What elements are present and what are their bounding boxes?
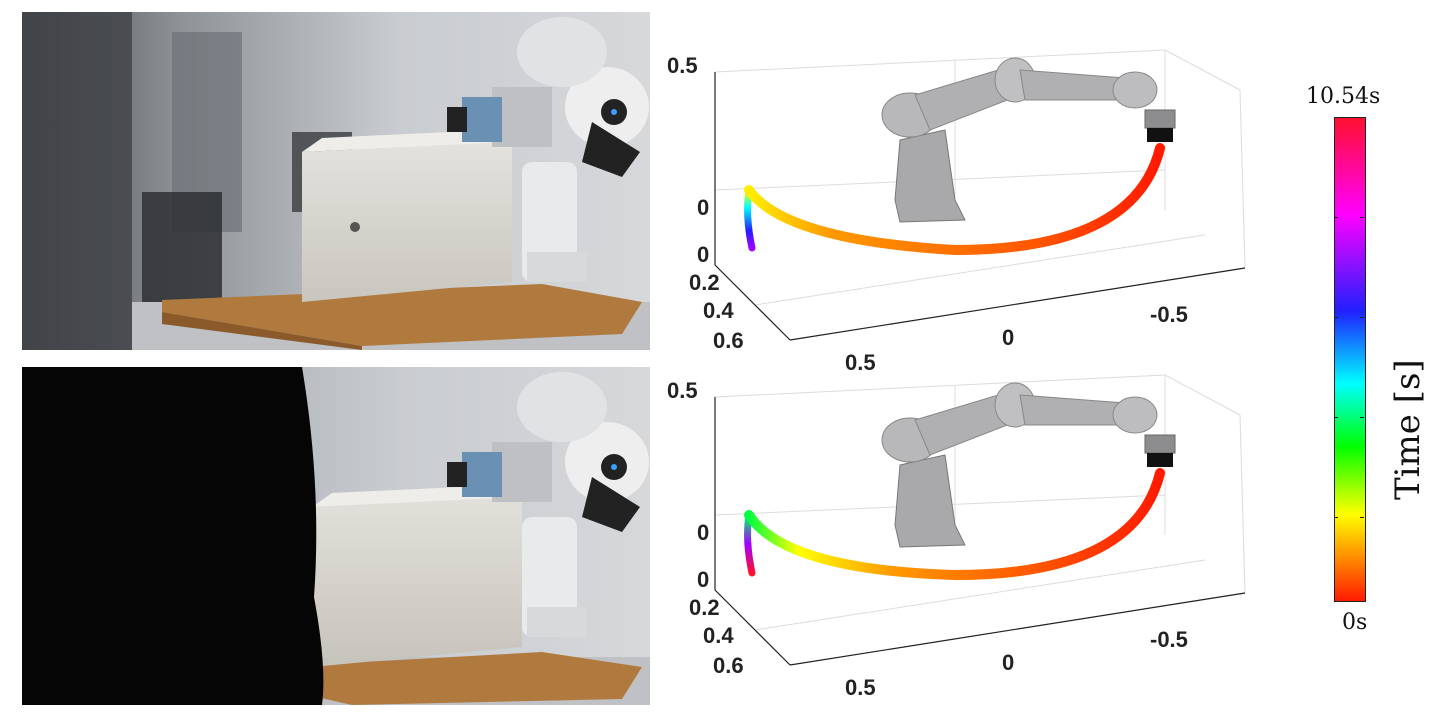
z-tick-label: 0 (697, 520, 709, 545)
colorbar-min-label: 0s (1342, 610, 1367, 635)
colorbar-gradient (1334, 117, 1366, 602)
trajectory-plot-bottom: 0.5 0 0 0.2 0.4 0.6 0.5 0 -0.5 (655, 375, 1275, 705)
x-tick-label: 0.5 (845, 675, 876, 700)
y-tick-label: 0.2 (689, 270, 720, 295)
y-tick-label: 0.6 (713, 328, 744, 353)
time-colorbar: 10.54s 0s Time [s] (1300, 80, 1440, 640)
y-tick-label: 0.4 (703, 623, 734, 648)
y-tick-label: 0.2 (689, 595, 720, 620)
colorbar-title: Time [s] (1388, 359, 1428, 500)
x-tick-label: 0 (1002, 325, 1014, 350)
y-tick-label: 0 (697, 242, 709, 267)
y-tick-label: 0 (697, 567, 709, 592)
x-tick-label: 0 (1002, 650, 1014, 675)
trajectory-plot-top: 0.5 0 0 0.2 0.4 0.6 0.5 0 -0.5 (655, 50, 1275, 380)
x-tick-label: -0.5 (1150, 627, 1188, 652)
z-tick-label: 0.5 (667, 53, 698, 78)
y-tick-label: 0.4 (703, 298, 734, 323)
x-tick-label: 0.5 (845, 350, 876, 375)
z-tick-label: 0.5 (667, 378, 698, 403)
x-tick-label: -0.5 (1150, 302, 1188, 327)
z-tick-label: 0 (697, 195, 709, 220)
colorbar-max-label: 10.54s (1306, 84, 1380, 109)
photo-bottom-robot-scene-occluded (22, 367, 650, 705)
photo-top-robot-scene (22, 12, 650, 350)
y-tick-label: 0.6 (713, 653, 744, 678)
